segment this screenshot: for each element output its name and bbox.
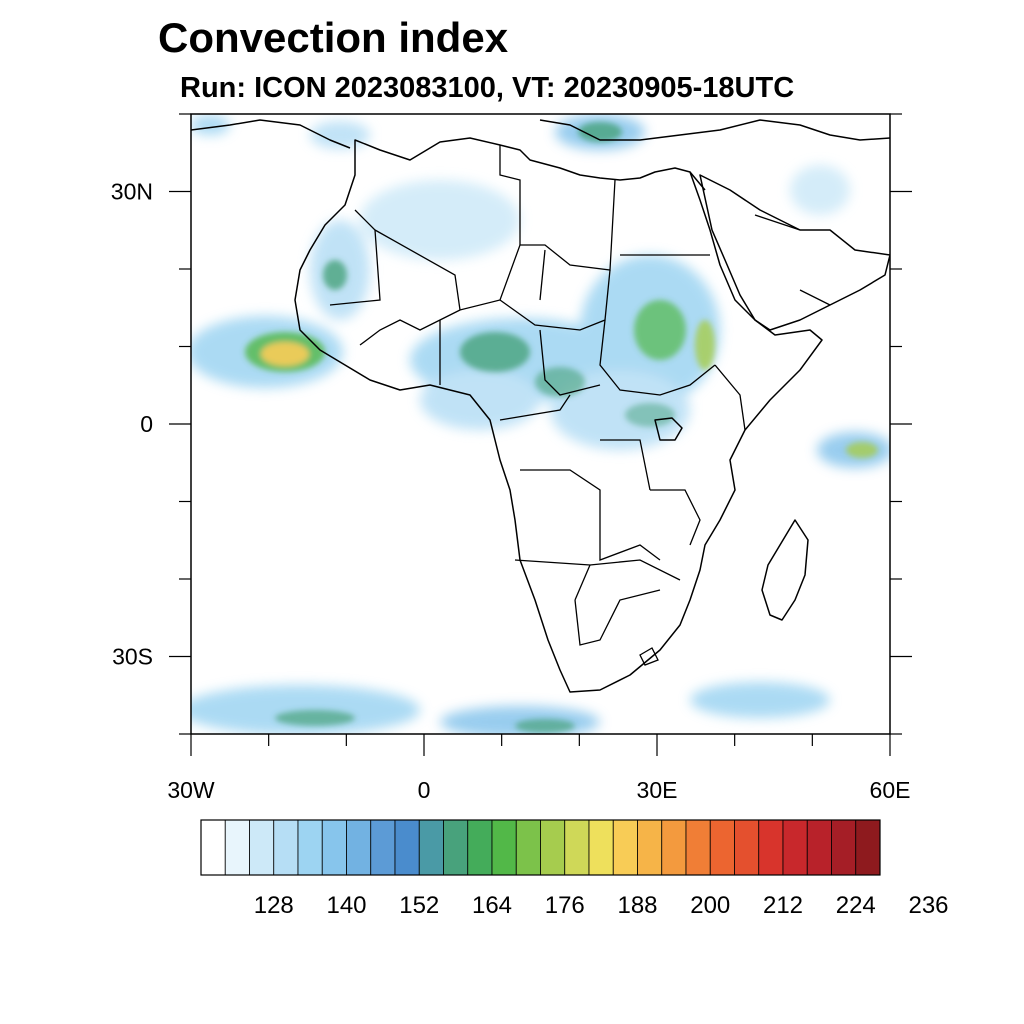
map-title: Convection index [158, 14, 509, 61]
colorbar-swatch [758, 819, 784, 876]
colorbar-swatch [612, 819, 638, 876]
lat-tick-label: 0 [140, 411, 153, 437]
colorbar-label: 128 [254, 892, 294, 919]
country-borders [329, 145, 831, 666]
coastlines [191, 119, 890, 693]
lat-tick-label: 30S [112, 644, 153, 670]
colorbar-swatch [418, 819, 444, 876]
colorbar-swatch [467, 819, 493, 876]
colorbar-label: 140 [326, 892, 366, 919]
colorbar-swatch [734, 819, 760, 876]
colorbar-swatch [564, 819, 590, 876]
colorbar-label: 200 [690, 892, 730, 919]
colorbar-swatch [346, 819, 372, 876]
colorbar-swatch [273, 819, 299, 876]
lon-tick-label: 60E [870, 777, 911, 803]
colorbar-swatch [685, 819, 711, 876]
colorbar-swatch [370, 819, 396, 876]
colorbar-label: 164 [472, 892, 512, 919]
colorbar-label: 212 [763, 892, 803, 919]
colorbar-swatch [443, 819, 469, 876]
lon-tick-label: 0 [418, 777, 431, 803]
colorbar-swatch [321, 819, 347, 876]
map-subtitle: Run: ICON 2023083100, VT: 20230905-18UTC [180, 72, 795, 104]
colorbar-swatch [831, 819, 857, 876]
colorbar-label: 224 [836, 892, 876, 919]
lon-tick-label: 30W [167, 777, 215, 803]
plot-frame [190, 113, 891, 735]
colorbar-label: 176 [545, 892, 585, 919]
colorbar-swatch [782, 819, 808, 876]
colorbar: 128 140 152 164 176 188 200 212 224 236 [200, 819, 949, 919]
colorbar-swatch [200, 819, 226, 876]
colorbar-swatch [224, 819, 250, 876]
colorbar-label: 188 [617, 892, 657, 919]
colorbar-swatch [661, 819, 687, 876]
colorbar-swatch [540, 819, 566, 876]
colorbar-swatch [637, 819, 663, 876]
colorbar-swatch [394, 819, 420, 876]
colorbar-label: 152 [399, 892, 439, 919]
colorbar-swatch [588, 819, 614, 876]
colorbar-label: 236 [908, 892, 948, 919]
colorbar-swatch [709, 819, 735, 876]
colorbar-swatch [806, 819, 832, 876]
colorbar-swatch [491, 819, 517, 876]
colorbar-swatch [515, 819, 541, 876]
lat-tick-label: 30N [111, 179, 153, 205]
axis-ticks: 30N 0 30S 30W 0 30E 60E [111, 113, 912, 803]
colorbar-swatch [855, 819, 881, 876]
convection-field [191, 114, 890, 734]
colorbar-swatch [297, 819, 323, 876]
colorbar-swatch [249, 819, 275, 876]
lon-tick-label: 30E [637, 777, 678, 803]
